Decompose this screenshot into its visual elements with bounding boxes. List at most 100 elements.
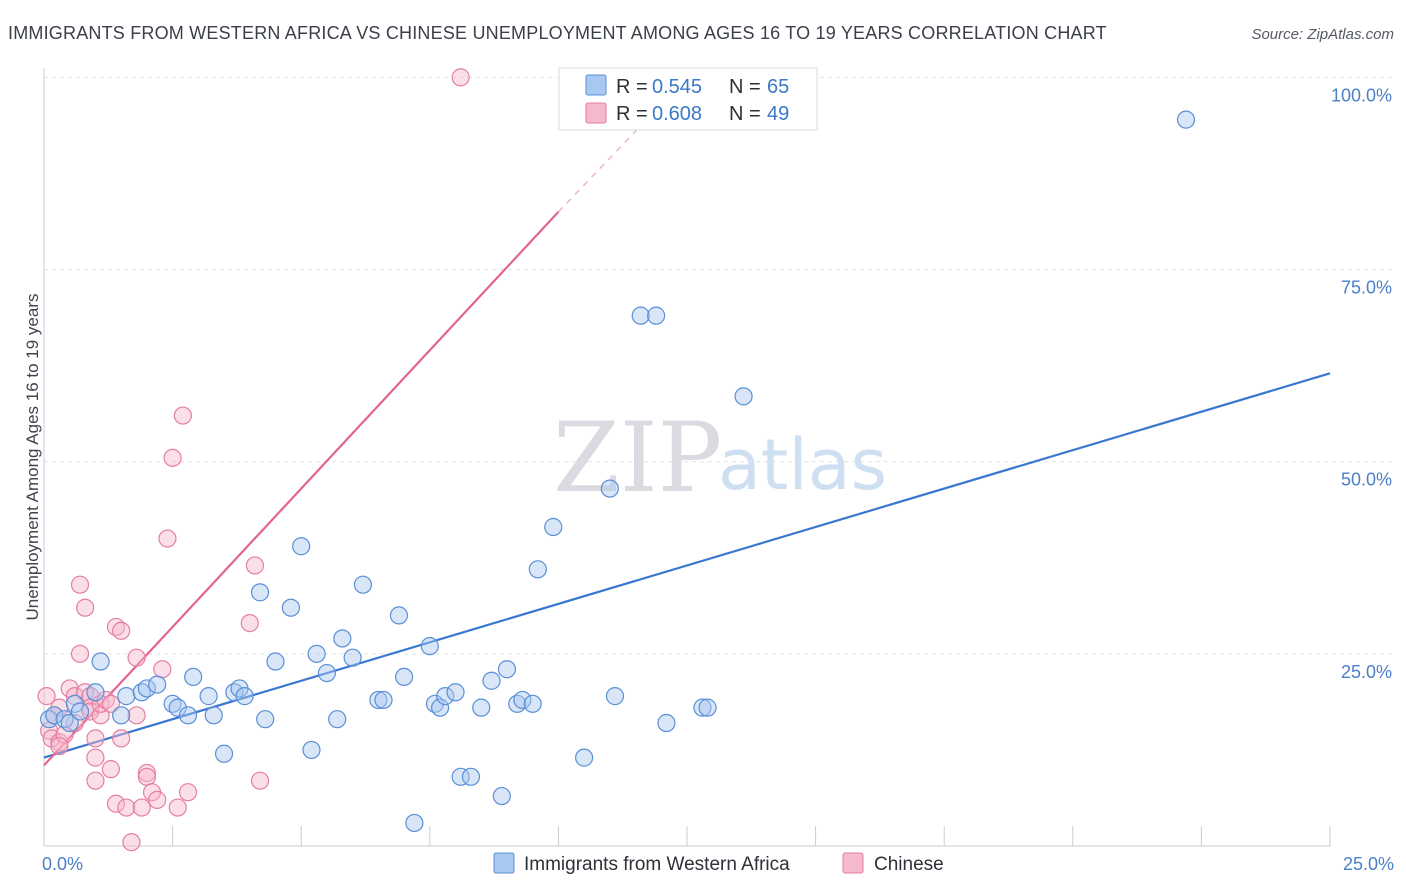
point-western-africa-27: [292, 537, 311, 556]
legend-blue-r-value: 0.545: [652, 76, 702, 98]
y-tick-label-2: 75.0%: [1341, 278, 1392, 298]
point-western-africa-53: [523, 694, 542, 713]
point-western-africa-11: [137, 679, 156, 698]
series-western-africa-points: [40, 110, 1196, 833]
point-western-africa-62: [693, 698, 712, 717]
legend-blue-n-label: N =: [729, 76, 761, 98]
point-western-africa-42: [430, 698, 450, 717]
chart-title: IMMIGRANTS FROM WESTERN AFRICA VS CHINES…: [8, 23, 1107, 43]
watermark-zip: ZIP: [553, 402, 722, 514]
axes: [43, 68, 1331, 847]
point-chinese-27: [112, 621, 131, 640]
point-chinese-9: [65, 713, 84, 733]
point-western-africa-49: [492, 786, 511, 806]
point-western-africa-3: [60, 713, 79, 733]
point-western-africa-44: [446, 683, 465, 702]
point-chinese-41: [168, 798, 187, 817]
point-western-africa-8: [112, 706, 131, 725]
watermark: ZIP atlas: [553, 402, 887, 514]
series-legend-label-chinese: Chinese: [874, 854, 944, 875]
point-western-africa-26: [281, 598, 301, 617]
point-chinese-37: [148, 790, 167, 809]
point-chinese-40: [163, 448, 182, 467]
y-tick-labels: 25.0% 50.0% 75.0% 100.0%: [1331, 85, 1392, 681]
point-western-africa-37: [389, 606, 409, 625]
point-western-africa-6: [86, 683, 105, 702]
point-western-africa-57: [600, 479, 619, 498]
point-western-africa-36: [374, 690, 393, 710]
point-western-africa-14: [168, 698, 187, 717]
point-western-africa-48: [482, 671, 501, 690]
point-western-africa-7: [91, 652, 110, 671]
y-tick-label-0: 25.0%: [1341, 662, 1392, 682]
point-western-africa-52: [513, 690, 532, 710]
legend-swatch-blue: [585, 74, 607, 96]
point-western-africa-56: [575, 748, 594, 767]
point-western-africa-46: [461, 767, 481, 786]
point-western-africa-1: [45, 706, 64, 725]
watermark-atlas: atlas: [718, 424, 887, 506]
point-western-africa-32: [333, 629, 352, 648]
point-chinese-19: [86, 729, 105, 748]
point-western-africa-64: [734, 387, 753, 406]
point-chinese-39: [158, 529, 177, 548]
point-western-africa-12: [148, 675, 167, 694]
legend-pink-r-value: 0.608: [652, 103, 702, 125]
point-western-africa-34: [353, 575, 373, 594]
point-chinese-35: [137, 767, 156, 786]
point-chinese-16: [81, 702, 100, 721]
point-western-africa-55: [544, 517, 563, 537]
x-tick-label-1: 25.0%: [1343, 854, 1394, 874]
legend-pink-r-label: R =: [616, 103, 648, 125]
point-western-africa-59: [631, 306, 650, 325]
x-tick-label-0: 0.0%: [42, 854, 83, 874]
point-chinese-17: [86, 771, 105, 790]
point-western-africa-35: [369, 690, 388, 710]
y-axis-label: Unemployment Among Ages 16 to 19 years: [23, 294, 42, 621]
series-legend: Immigrants from Western Africa Chinese: [493, 852, 944, 875]
point-western-africa-31: [328, 710, 347, 729]
x-tick-labels: 0.0% 25.0%: [42, 854, 1394, 874]
point-western-africa-45: [451, 767, 470, 786]
point-western-africa-5: [70, 702, 90, 721]
point-western-africa-39: [405, 813, 424, 833]
legend-pink-n-label: N =: [729, 103, 761, 125]
point-chinese-45: [245, 556, 265, 575]
point-chinese-18: [86, 748, 105, 767]
point-chinese-48: [50, 736, 69, 756]
point-chinese-38: [153, 660, 172, 679]
point-western-africa-22: [235, 687, 254, 706]
point-chinese-23: [101, 694, 120, 713]
point-chinese-32: [127, 706, 146, 725]
series-legend-label-western-africa: Immigrants from Western Africa: [524, 854, 790, 875]
point-western-africa-24: [256, 710, 275, 729]
point-western-africa-47: [472, 698, 491, 717]
point-western-africa-18: [204, 706, 223, 725]
point-western-africa-17: [199, 687, 218, 706]
point-western-africa-16: [184, 667, 203, 687]
trend-line-western-africa: [43, 372, 1331, 759]
point-chinese-6: [55, 725, 74, 744]
point-western-africa-43: [436, 687, 455, 706]
point-western-africa-63: [698, 698, 717, 717]
point-chinese-43: [178, 783, 198, 802]
point-western-africa-30: [317, 663, 337, 683]
point-chinese-46: [250, 771, 270, 790]
series-legend-swatch-chinese: [842, 852, 864, 874]
point-chinese-12: [76, 598, 95, 617]
point-chinese-42: [173, 406, 192, 425]
point-western-africa-33: [343, 648, 362, 667]
trend-line-chinese: [43, 211, 560, 767]
point-western-africa-9: [117, 687, 136, 706]
point-western-africa-15: [178, 706, 198, 725]
correlation-legend: R = 0.545 N = 65 R = 0.608 N = 49: [558, 67, 818, 131]
point-chinese-47: [451, 68, 470, 87]
point-chinese-30: [122, 833, 141, 852]
point-chinese-44: [240, 613, 259, 633]
series-legend-swatch-western-africa: [493, 852, 515, 874]
point-chinese-26: [106, 794, 126, 813]
point-western-africa-40: [420, 637, 439, 656]
point-chinese-34: [137, 763, 156, 783]
point-western-africa-50: [497, 660, 517, 679]
